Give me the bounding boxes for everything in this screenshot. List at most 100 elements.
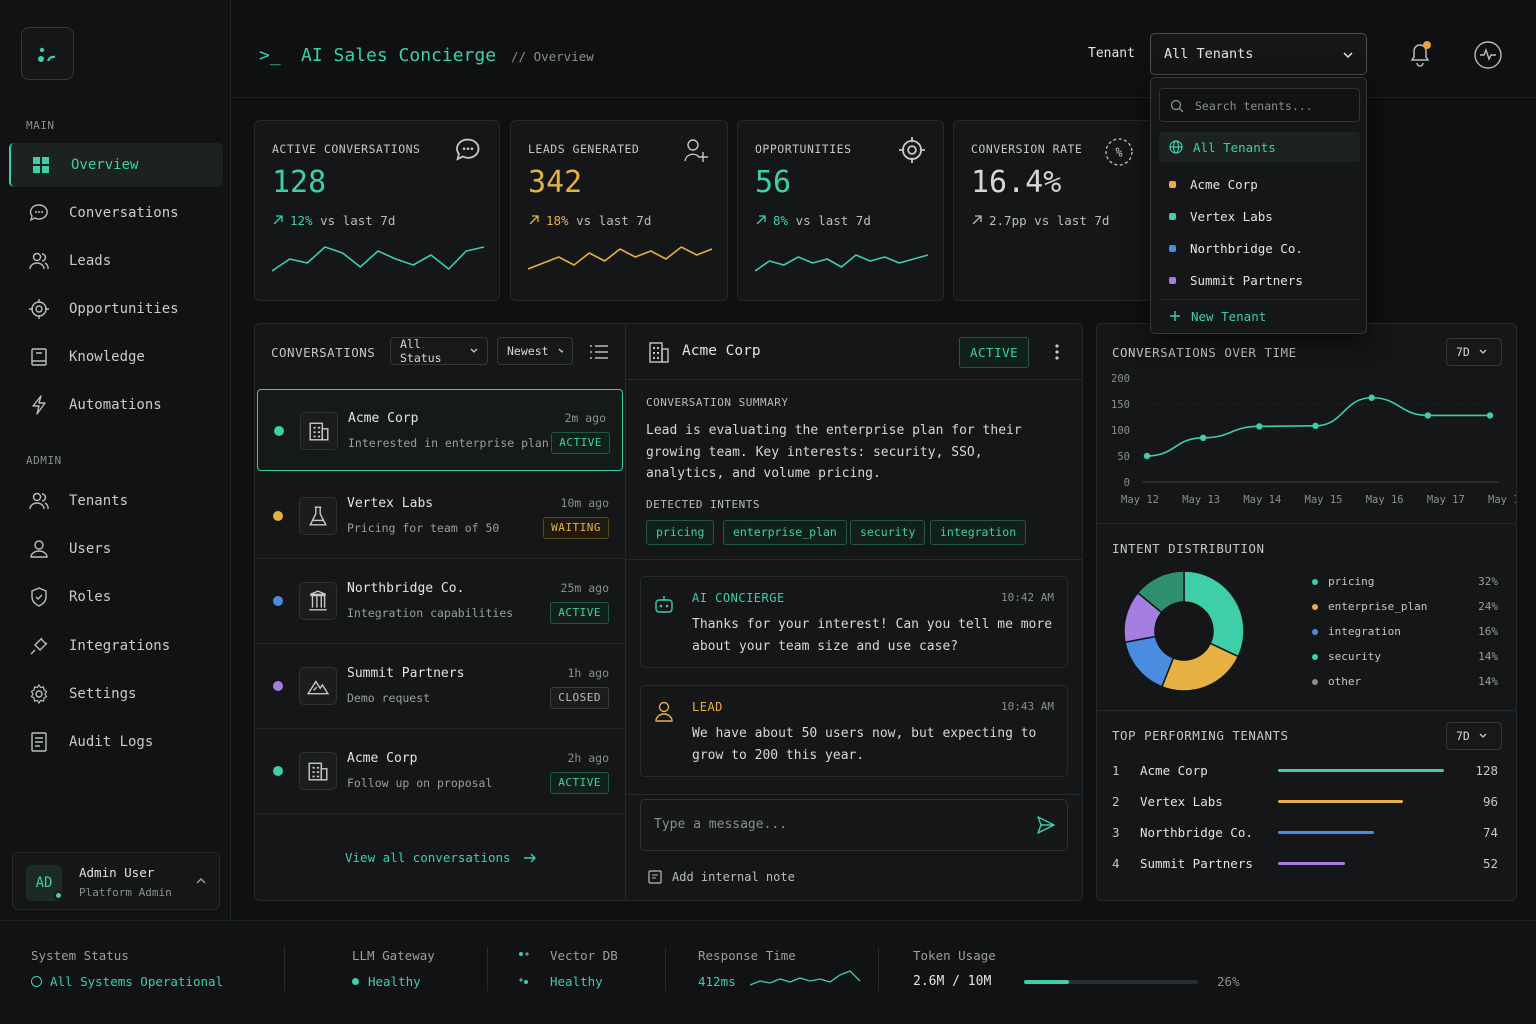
kpi-delta-suffix: vs last 7d — [568, 213, 652, 228]
new-tenant-label: New Tenant — [1191, 308, 1267, 324]
kpi-sparkline — [528, 246, 713, 270]
nav-overview[interactable]: Overview — [9, 143, 223, 187]
chat-icon — [29, 204, 48, 222]
kpi-card[interactable]: CONVERSION RATE 16.4% 2.7pp vs last 7d% — [953, 120, 1153, 301]
grid-icon — [33, 157, 49, 173]
search-icon — [1170, 99, 1184, 113]
tenant-option[interactable]: Summit Partners — [1159, 265, 1360, 295]
nav-label: Settings — [69, 685, 137, 702]
kpi-delta-suffix: vs last 7d — [312, 213, 396, 228]
trend-up-icon — [972, 215, 982, 225]
kpi-card[interactable]: OPPORTUNITIES 56 8% vs last 7d — [737, 120, 944, 301]
nav-audit-logs[interactable]: Audit Logs — [9, 720, 223, 764]
nav-label: Conversations — [69, 205, 179, 221]
list-view-icon[interactable] — [589, 344, 609, 360]
kpi-icon-wrap — [455, 137, 481, 163]
system-status-label: System Status — [31, 948, 129, 963]
tenant-option[interactable]: Acme Corp — [1159, 169, 1360, 199]
tenant-rank-row[interactable]: 1 Acme Corp 128 — [1112, 760, 1498, 780]
company-icon-wrap — [299, 582, 337, 620]
kpi-card[interactable]: LEADS GENERATED 342 18% vs last 7d — [510, 120, 728, 301]
send-icon[interactable] — [1036, 815, 1056, 835]
app-logo[interactable] — [21, 27, 74, 80]
status-filter-label: All Status — [400, 337, 442, 365]
kpi-title: OPPORTUNITIES — [755, 142, 852, 156]
status-filter[interactable]: All Status — [390, 337, 488, 365]
kpi-sparkline — [755, 254, 929, 272]
conversation-row[interactable]: Vertex Labs Pricing for team of 50 10m ago… — [256, 474, 625, 559]
svg-text:%: % — [1115, 146, 1123, 160]
add-note-button[interactable]: Add internal note — [648, 870, 795, 884]
legend-item: other 14% — [1312, 675, 1498, 688]
status-badge: ACTIVE — [550, 602, 609, 624]
user-icon — [30, 540, 48, 558]
nav-conversations[interactable]: Conversations — [9, 191, 223, 235]
tenant-option-label: Northbridge Co. — [1190, 240, 1303, 256]
conversation-row[interactable]: Summit Partners Demo request 1h ago CLOSED — [256, 644, 625, 729]
nav-roles[interactable]: Roles — [9, 575, 223, 619]
tenant-option[interactable]: Vertex Labs — [1159, 201, 1360, 231]
top-tenants-title: TOP PERFORMING TENANTS — [1112, 728, 1289, 743]
chevron-down-icon — [470, 348, 478, 353]
legend-item: security 14% — [1312, 650, 1498, 663]
legend-item: pricing 32% — [1312, 575, 1498, 588]
conversation-row[interactable]: Acme Corp Interested in enterprise plan 2m… — [257, 389, 623, 471]
rank-number: 2 — [1112, 793, 1120, 809]
new-tenant-button[interactable]: New Tenant — [1159, 301, 1360, 331]
legend-percent: 32% — [1478, 575, 1498, 588]
nav-icon-wrap — [9, 299, 69, 319]
message-input[interactable]: Type a message... — [640, 799, 1068, 851]
divider — [487, 947, 488, 991]
add-note-label: Add internal note — [672, 870, 795, 884]
nav-icon-wrap — [9, 491, 69, 511]
tenant-option-label: Vertex Labs — [1190, 208, 1273, 224]
range-select[interactable]: 7D — [1446, 338, 1502, 366]
tenant-select[interactable]: All Tenants — [1150, 33, 1367, 75]
nav-knowledge[interactable]: Knowledge — [9, 335, 223, 379]
activity-icon[interactable] — [1473, 40, 1503, 70]
message-text: We have about 50 users now, but expectin… — [692, 723, 1036, 767]
status-dot — [274, 426, 284, 436]
tenant-option[interactable]: Northbridge Co. — [1159, 233, 1360, 263]
data-point — [1368, 394, 1375, 401]
nav-tenants[interactable]: Tenants — [9, 479, 223, 523]
user-menu[interactable]: AD Admin User Platform Admin — [12, 852, 220, 910]
online-status-dot — [54, 891, 63, 900]
tenant-search-input[interactable]: Search tenants... — [1159, 88, 1360, 122]
view-all-link[interactable]: View all conversations — [345, 850, 537, 865]
response-value: 412ms — [698, 974, 736, 989]
nav-automations[interactable]: Automations — [9, 383, 223, 427]
top-tenants-range[interactable]: 7D — [1446, 722, 1502, 750]
tenant-rank-row[interactable]: 2 Vertex Labs 96 — [1112, 791, 1498, 811]
tenant-bar — [1278, 800, 1403, 803]
company-icon-wrap — [300, 412, 338, 450]
conversation-subtitle: Follow up on proposal — [347, 776, 493, 790]
data-point — [1256, 423, 1263, 430]
tenant-value: 74 — [1482, 824, 1498, 840]
conversation-row[interactable]: Northbridge Co. Integration capabilities 2… — [256, 559, 625, 644]
conversation-row[interactable]: Acme Corp Follow up on proposal 2h ago ACTI… — [256, 729, 625, 814]
nav-integrations[interactable]: Integrations — [9, 624, 223, 668]
sort-filter[interactable]: Newest — [497, 337, 573, 365]
nav-users[interactable]: Users — [9, 527, 223, 571]
status-dot — [273, 596, 283, 606]
kpi-delta: 12% vs last 7d — [272, 213, 395, 228]
kpi-card[interactable]: ACTIVE CONVERSATIONS 128 12% vs last 7d — [254, 120, 500, 301]
tenant-search-placeholder: Search tenants... — [1195, 99, 1313, 113]
message-author: LEAD — [692, 700, 723, 714]
llm-status: Healthy — [352, 974, 421, 989]
nav-opportunities[interactable]: Opportunities — [9, 287, 223, 331]
tenant-option-all[interactable]: All Tenants — [1159, 132, 1360, 162]
data-point — [1312, 422, 1319, 430]
tenant-rank-row[interactable]: 3 Northbridge Co. 74 — [1112, 822, 1498, 842]
nav-leads[interactable]: Leads — [9, 239, 223, 283]
system-status-text: All Systems Operational — [50, 974, 224, 989]
nav-settings[interactable]: Settings — [9, 672, 223, 716]
more-icon[interactable] — [1052, 342, 1062, 362]
message-line: We have about 50 users now, but expectin… — [692, 726, 1037, 741]
section-label-admin: ADMIN — [26, 454, 62, 467]
kpi-delta-value: 8% — [773, 213, 789, 228]
conversation-time: 1h ago — [567, 666, 609, 680]
bell-icon[interactable] — [1407, 40, 1433, 68]
tenant-rank-row[interactable]: 4 Summit Partners 52 — [1112, 853, 1498, 873]
